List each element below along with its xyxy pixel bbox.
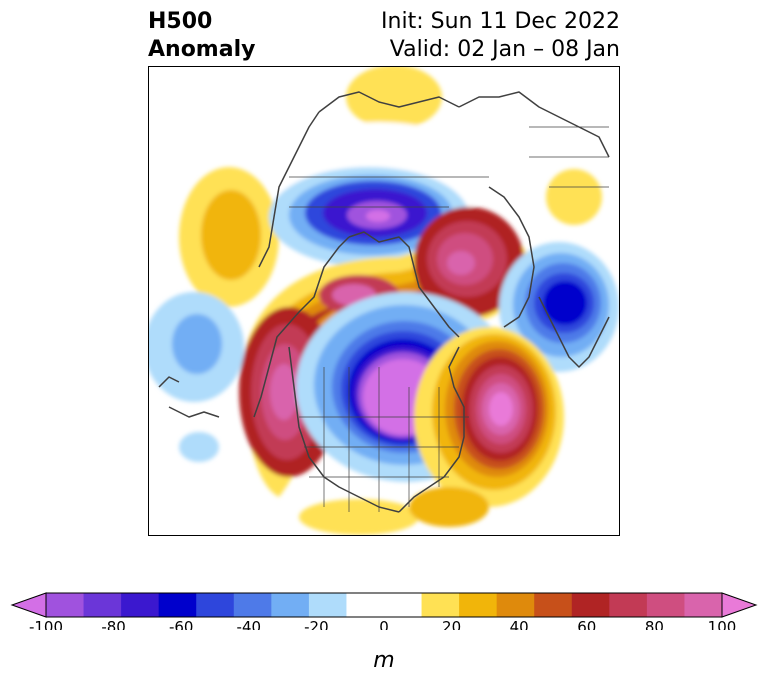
colorbar-segment [346, 593, 385, 617]
colorbar-tick-label: -40 [237, 618, 262, 630]
init-date: Init: Sun 11 Dec 2022 [381, 9, 620, 34]
colorbar-segments [10, 592, 758, 618]
colorbar-segment [609, 593, 648, 617]
colorbar-segment [196, 593, 235, 617]
map-canvas [149, 67, 619, 535]
anomaly-map [148, 66, 620, 536]
colorbar-segment [496, 593, 535, 617]
chart-title: H500 Anomaly [148, 8, 255, 64]
anomaly-negative-europe [499, 242, 619, 372]
colorbar-tick-label: 40 [510, 618, 529, 630]
colorbar-segment [121, 593, 160, 617]
anomaly-negative-pacific [149, 292, 244, 462]
colorbar-segment [83, 593, 122, 617]
colorbar-tick-label: -80 [101, 618, 126, 630]
colorbar-segment [421, 593, 460, 617]
anomaly-positive-greenland [414, 207, 524, 317]
colorbar-segment [233, 593, 272, 617]
colorbar-tick-label: -100 [29, 618, 63, 630]
colorbar-unit: m [373, 648, 395, 673]
colorbar-tick-label: -20 [304, 618, 329, 630]
colorbar-tick-label: 20 [442, 618, 461, 630]
colorbar-tick-label: 100 [708, 618, 737, 630]
colorbar-segment [46, 593, 85, 617]
title-line-2: Anomaly [148, 37, 256, 62]
colorbar-segment [684, 593, 723, 617]
political-borders [289, 126, 609, 512]
colorbar-tick-label: 0 [379, 618, 389, 630]
date-info: Init: Sun 11 Dec 2022 Valid: 02 Jan – 08… [381, 8, 620, 64]
anomaly-positive-atlantic [414, 327, 564, 507]
colorbar: -100 -80 -60 -40 -20 0 20 40 60 80 100 [10, 592, 758, 630]
colorbar-segment [308, 593, 347, 617]
colorbar-segment [534, 593, 573, 617]
colorbar-segment [571, 593, 610, 617]
colorbar-segment [271, 593, 310, 617]
colorbar-segment [646, 593, 685, 617]
colorbar-segment [158, 593, 197, 617]
coastlines [158, 91, 610, 513]
colorbar-border [45, 592, 723, 618]
colorbar-segment [459, 593, 498, 617]
anomaly-positive-east [546, 169, 602, 225]
anomaly-negative-canada [269, 167, 469, 267]
anomaly-positive-southeast [409, 487, 489, 527]
colorbar-tick-label: 80 [645, 618, 664, 630]
anomaly-positive-south [299, 499, 419, 535]
title-line-1: H500 [148, 9, 213, 34]
valid-range: Valid: 02 Jan – 08 Jan [389, 37, 620, 62]
anomaly-positive-north [346, 67, 442, 129]
anomaly-positive-west [179, 167, 279, 307]
colorbar-segment [384, 593, 423, 617]
colorbar-arrow-left [10, 592, 47, 618]
colorbar-tick-labels: -100 -80 -60 -40 -20 0 20 40 60 80 100 [29, 618, 736, 630]
colorbar-tick-label: 60 [577, 618, 596, 630]
colorbar-tick-label: -60 [169, 618, 194, 630]
colorbar-arrow-right [721, 592, 758, 618]
anomaly-fields [149, 67, 619, 535]
